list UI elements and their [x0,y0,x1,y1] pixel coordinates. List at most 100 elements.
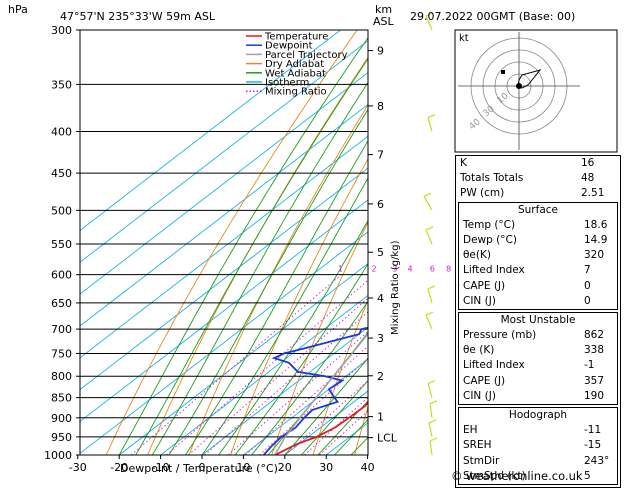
wind-barb [426,315,432,329]
pressure-tick-label: 850 [51,392,72,405]
table-row: Dewp (°C) 14.9 [459,233,617,248]
row-label: Lifted Index [463,263,525,278]
row-label: StmDir [463,454,499,469]
wind-barb-flag [428,381,435,384]
row-value: 2.51 [581,186,604,201]
mixing-ratio-label: 6 [430,265,435,274]
wind-barb-flag [428,286,435,289]
wind-barb [430,404,432,418]
mixing-ratio-label: 1 [338,265,343,274]
row-value: -15 [584,438,601,453]
row-label: Lifted Index [463,358,525,373]
hodograph-title: Hodograph [459,408,617,423]
hodograph-frame [455,30,617,152]
table-row: EH -11 [459,423,617,438]
temperature-tick-label: 30 [319,461,333,474]
mixing-ratio-label: 8 [446,265,451,274]
hodograph-marker [501,70,505,74]
row-label: CIN (J) [463,389,496,404]
wind-barb-flag [426,312,433,315]
height-tick-label: 8 [377,100,384,113]
pressure-tick-label: 600 [51,269,72,282]
wind-barb-flag [429,420,436,423]
wind-barbs [424,13,437,455]
pressure-tick-label: 800 [51,370,72,383]
pressure-tick-label: 750 [51,347,72,360]
wind-barb-flag [430,438,437,441]
row-value: -11 [584,423,601,438]
row-value: 0 [584,279,591,294]
table-row: CAPE (J)357 [459,374,617,389]
table-row: Lifted Index -1 [459,358,617,373]
mixing-ratio-line [246,275,450,455]
surface-title: Surface [459,203,617,218]
row-label: Temp (°C) [463,218,515,233]
x-axis-title: Dewpoint / Temperature (°C) [120,462,278,475]
storm-motion-dot [516,83,522,89]
location-title: 47°57'N 235°33'W 59m ASL [60,10,216,23]
table-row: Pressure (mb)862 [459,328,617,343]
wind-barb-flag [430,401,437,404]
table-row: θe (K) 338 [459,343,617,358]
row-value: 7 [584,263,591,278]
table-row: StmDir 243° [459,454,617,469]
hodograph-unit: kt [459,33,469,44]
row-label: K [460,156,467,171]
datetime: 29.07.2022 00GMT (Base: 00) [410,10,575,23]
wind-barb-flag [428,115,435,118]
mixing-ratio-label: 2 [371,265,376,274]
row-label: EH [463,423,478,438]
row-value: -1 [584,358,594,373]
table-row: Lifted Index 7 [459,263,617,278]
row-label: θe (K) [463,343,494,358]
mixing-ratio-axis-title: Mixing Ratio (g/kg) [390,240,401,335]
table-row: CIN (J)0 [459,294,617,309]
pressure-tick-label: 900 [51,412,72,425]
wind-barb [429,423,432,437]
pressure-tick-label: 500 [51,204,72,217]
height-tick-label: 7 [377,149,384,162]
row-label: CIN (J) [463,294,496,309]
pressure-unit: hPa [8,3,28,16]
row-label: CAPE (J) [463,279,505,294]
table-row: θe(K) 320 [459,248,617,263]
height-tick-label: 5 [377,246,384,259]
row-value: 48 [581,171,594,186]
height-tick-label: 1 [377,411,384,424]
pressure-tick-label: 350 [51,78,72,91]
row-label: Pressure (mb) [463,328,536,343]
legend-label: Mixing Ratio [265,87,327,98]
row-label: Dewp (°C) [463,233,517,248]
wind-barb [424,196,432,210]
row-value: 14.9 [584,233,607,248]
wind-barb [430,441,432,455]
table-row: CAPE (J) 0 [459,279,617,294]
wind-barb [428,118,432,132]
row-value: 357 [584,374,604,389]
wind-barb [428,384,432,398]
wind-barb [426,230,432,244]
pressure-tick-label: 450 [51,167,72,180]
row-value: 338 [584,343,604,358]
row-label: θe(K) [463,248,491,263]
temperature-tick-label: 20 [278,461,292,474]
table-row: SREH -15 [459,438,617,453]
row-value: 320 [584,248,604,263]
wind-barb-flag [426,227,433,230]
row-label: SREH [463,438,492,453]
pressure-tick-label: 550 [51,238,72,251]
height-tick-label: 2 [377,370,384,383]
wind-barb-flag [424,193,431,196]
row-value: 243° [584,454,609,469]
height-tick-label: 9 [377,45,384,58]
copyright: © weatheronline.co.uk [451,469,629,483]
height-tick-label: 6 [377,198,384,211]
